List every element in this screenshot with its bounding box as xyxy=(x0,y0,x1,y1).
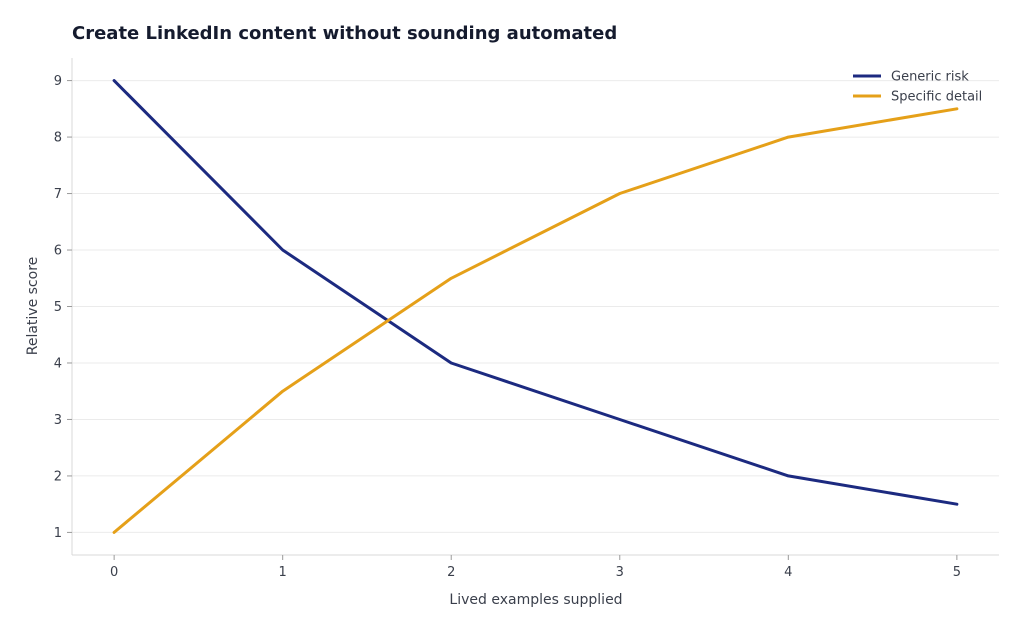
y-tick-label: 1 xyxy=(54,526,62,541)
y-tick-label: 5 xyxy=(54,300,62,315)
y-tick-label: 8 xyxy=(54,131,62,146)
x-tick-label: 5 xyxy=(953,565,961,580)
y-tick-label: 2 xyxy=(54,469,62,484)
y-axis-ticks: 1 2 3 4 5 6 7 8 9 xyxy=(54,74,72,541)
series-line-generic-risk xyxy=(112,79,959,506)
gridlines xyxy=(72,80,999,533)
x-axis-ticks: 0 1 2 3 4 5 xyxy=(110,555,961,580)
x-tick-label: 0 xyxy=(110,565,118,580)
y-axis-label: Relative score xyxy=(25,257,41,356)
y-tick-label: 7 xyxy=(54,187,62,202)
y-tick-label: 3 xyxy=(54,413,62,428)
y-tick-label: 9 xyxy=(54,74,62,89)
x-tick-label: 3 xyxy=(616,565,624,580)
series-line-specific-detail xyxy=(112,107,959,534)
y-tick-label: 6 xyxy=(54,244,62,259)
legend-label: Specific detail xyxy=(891,90,982,105)
chart-title: Create LinkedIn content without sounding… xyxy=(72,23,617,44)
series-lines xyxy=(112,79,959,534)
x-tick-label: 4 xyxy=(784,565,792,580)
y-tick-label: 4 xyxy=(54,356,62,371)
x-tick-label: 2 xyxy=(447,565,455,580)
x-axis-label: Lived examples supplied xyxy=(449,592,622,608)
x-tick-label: 1 xyxy=(279,565,287,580)
legend-label: Generic risk xyxy=(891,70,969,85)
legend: Generic risk Specific detail xyxy=(853,70,982,105)
